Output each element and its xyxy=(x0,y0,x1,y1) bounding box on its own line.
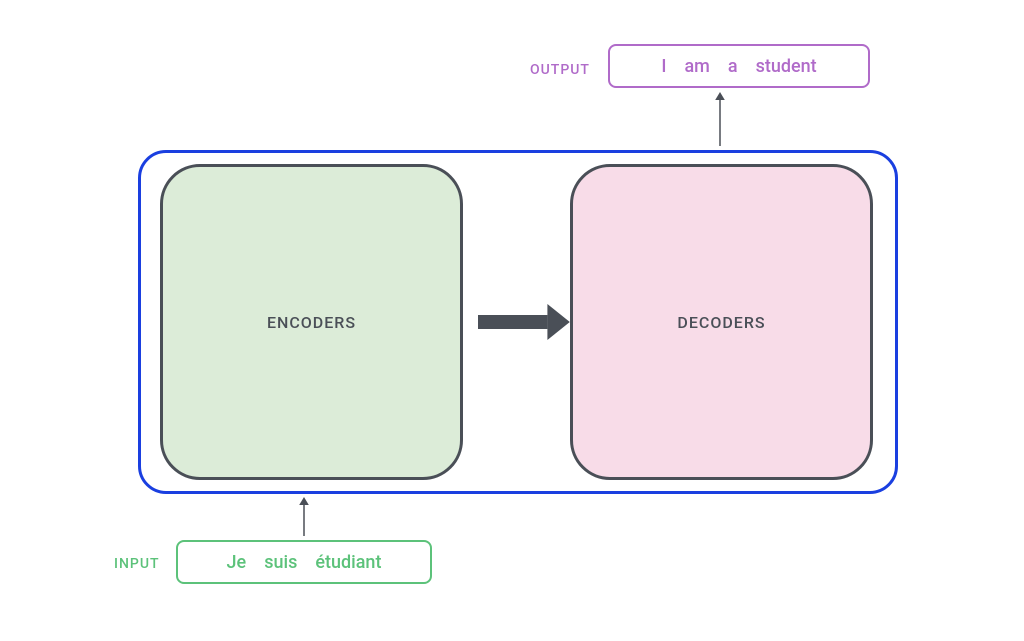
diagram-canvas: ENCODERS DECODERS INPUT Jesuis étudiant O… xyxy=(0,0,1024,641)
token: I xyxy=(661,56,666,77)
output-label: OUTPUT xyxy=(530,62,590,78)
token: suis xyxy=(264,552,297,573)
decoder-label: DECODERS xyxy=(677,313,765,332)
output-box: Iama student xyxy=(608,44,870,88)
decoder-block: DECODERS xyxy=(570,164,873,480)
encoder-label: ENCODERS xyxy=(267,313,356,332)
token: étudiant xyxy=(315,552,381,573)
center-arrow-icon xyxy=(476,302,583,342)
output-arrow-icon xyxy=(710,82,730,148)
encoder-block: ENCODERS xyxy=(160,164,463,480)
token: am xyxy=(684,56,709,77)
input-label: INPUT xyxy=(114,556,160,572)
token: student xyxy=(756,56,817,77)
input-box: Jesuis étudiant xyxy=(176,540,432,584)
input-arrow-icon xyxy=(294,487,314,538)
token: a xyxy=(728,56,738,77)
token: Je xyxy=(227,552,247,573)
